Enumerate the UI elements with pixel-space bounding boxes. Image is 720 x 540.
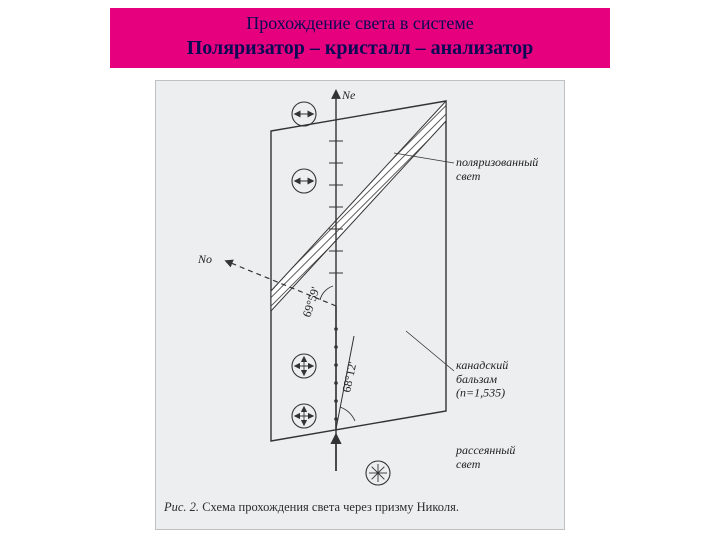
figure-caption: Рис. 2. Схема прохождения света через пр… xyxy=(164,500,459,515)
svg-text:рассеянныйсвет: рассеянныйсвет xyxy=(455,443,515,471)
title-line-2: Поляризатор – кристалл – анализатор xyxy=(116,35,604,61)
svg-text:канадскийбальзам(n=1,535): канадскийбальзам(n=1,535) xyxy=(456,358,508,400)
svg-text:Ne: Ne xyxy=(341,88,356,102)
caption-fignum: Рис. 2. xyxy=(164,500,199,514)
slide-title-box: Прохождение света в системе Поляризатор … xyxy=(110,8,610,68)
title-line-1: Прохождение света в системе xyxy=(116,12,604,35)
svg-text:No: No xyxy=(197,252,212,266)
svg-text:поляризованныйсвет: поляризованныйсвет xyxy=(456,155,538,183)
caption-text: Схема прохождения света через призму Ник… xyxy=(202,500,459,514)
svg-text:68°12': 68°12' xyxy=(339,360,359,393)
svg-text:69°59': 69°59' xyxy=(300,285,323,319)
nicol-prism-diagram: Ne No поляризованныйсвет канадскийбальзам(n… xyxy=(156,81,564,501)
figure-container: Ne No поляризованныйсвет канадскийбальзам(n… xyxy=(155,80,565,530)
